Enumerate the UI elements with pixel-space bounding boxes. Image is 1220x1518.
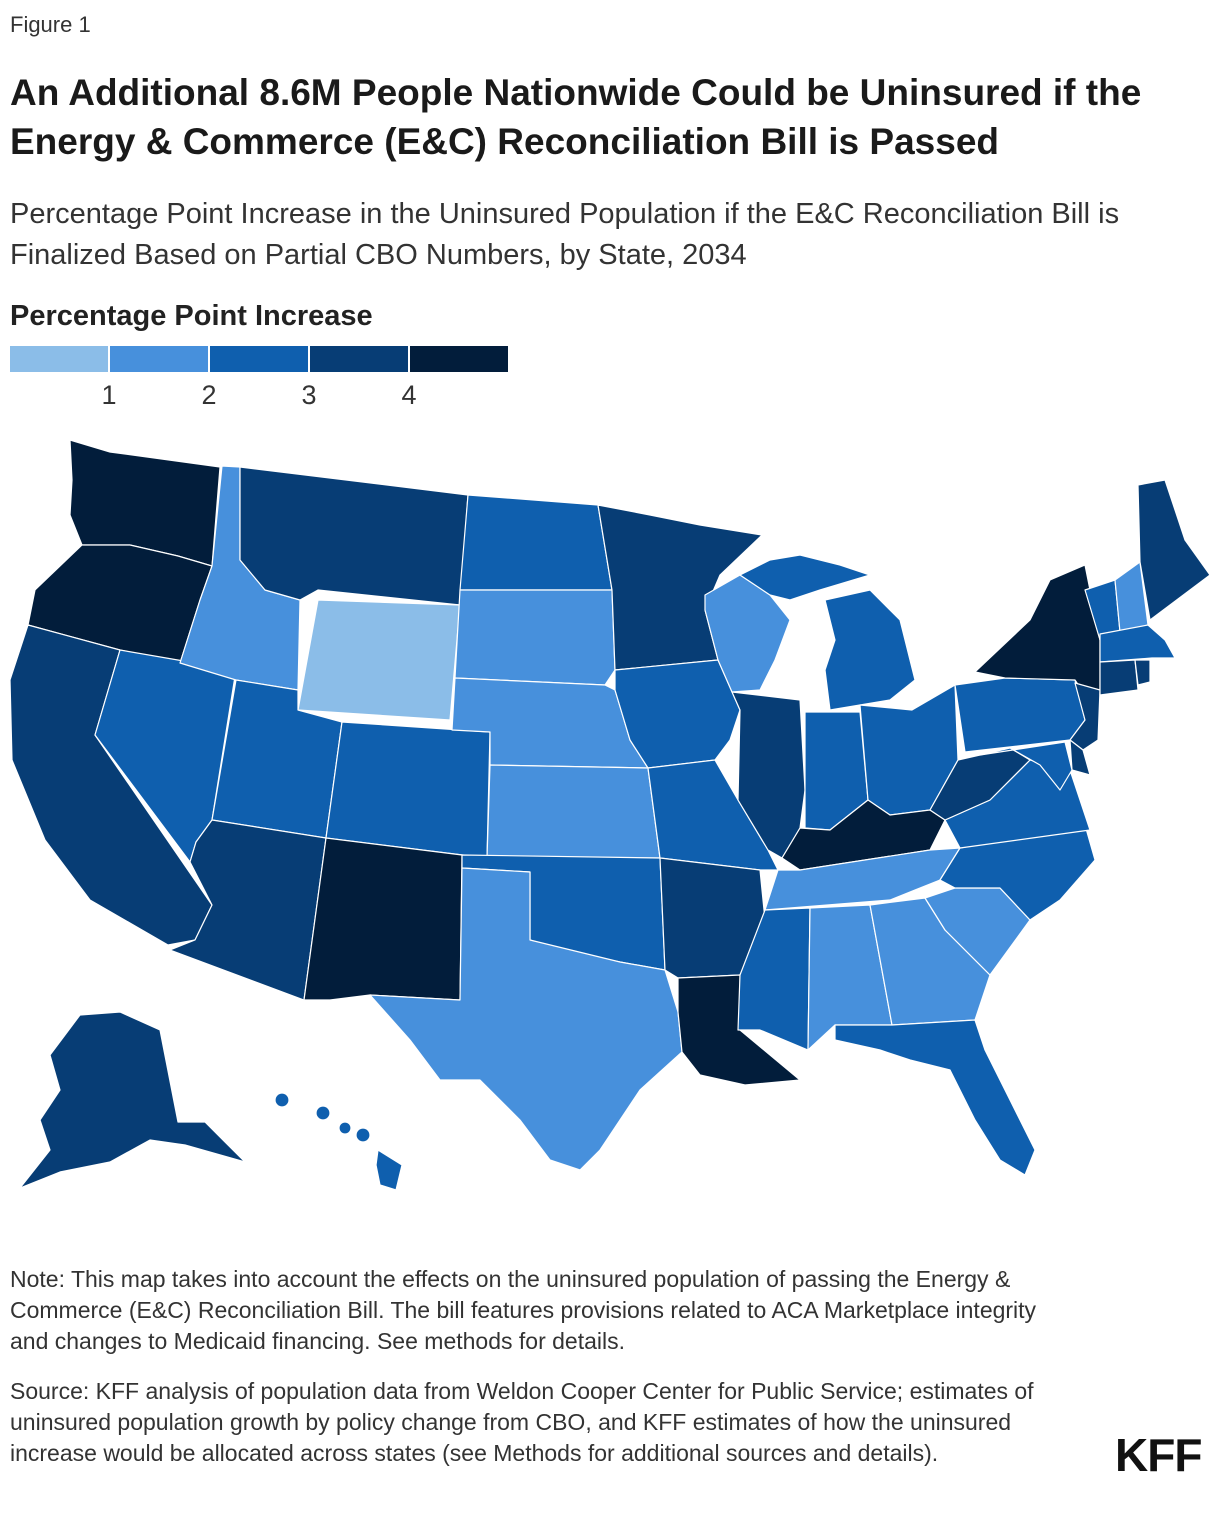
state-DE[interactable]: [1069, 739, 1091, 776]
state-CO[interactable]: [325, 721, 491, 859]
legend-swatch-4: [410, 346, 508, 372]
state-MI[interactable]: [824, 589, 916, 711]
state-MI-upper[interactable]: [739, 554, 871, 601]
state-NY[interactable]: [974, 564, 1101, 696]
legend-tick-3: 3: [301, 380, 317, 410]
legend-title: Percentage Point Increase: [10, 300, 373, 332]
state-AK[interactable]: [19, 1011, 246, 1189]
legend-tick-2: 2: [201, 380, 217, 410]
legend-swatch-0: [10, 346, 108, 372]
state-ND[interactable]: [459, 494, 613, 591]
legend-swatch-1: [110, 346, 208, 372]
chart-note: Note: This map takes into account the ef…: [10, 1266, 1037, 1354]
state-FL[interactable]: [834, 1019, 1036, 1176]
state-RI[interactable]: [1134, 659, 1151, 686]
state-SD[interactable]: [454, 589, 616, 686]
legend-tick-4: 4: [401, 380, 417, 410]
chart-source: Source: KFF analysis of population data …: [10, 1378, 1034, 1466]
legend-swatch-2: [210, 346, 308, 372]
us-choropleth-map: [9, 439, 1211, 1191]
figure-label: Figure 1: [10, 12, 91, 37]
legend-tick-1: 1: [101, 380, 117, 410]
state-WY[interactable]: [297, 599, 461, 721]
state-HI[interactable]: [274, 1092, 403, 1191]
kff-logo: KFF: [1115, 1429, 1202, 1481]
legend-swatch-3: [310, 346, 408, 372]
state-ME[interactable]: [1137, 479, 1211, 621]
state-TX[interactable]: [369, 867, 683, 1171]
chart-subtitle: Percentage Point Increase in the Uninsur…: [10, 198, 1120, 271]
state-KS[interactable]: [486, 764, 661, 859]
state-CT[interactable]: [1099, 659, 1139, 696]
state-MD[interactable]: [979, 741, 1073, 791]
state-PA[interactable]: [954, 677, 1086, 753]
legend-color-bar: [10, 346, 510, 372]
chart-title: An Additional 8.6M People Nationwide Cou…: [10, 72, 1142, 162]
state-MT[interactable]: [239, 466, 469, 606]
state-NM[interactable]: [303, 837, 463, 1001]
